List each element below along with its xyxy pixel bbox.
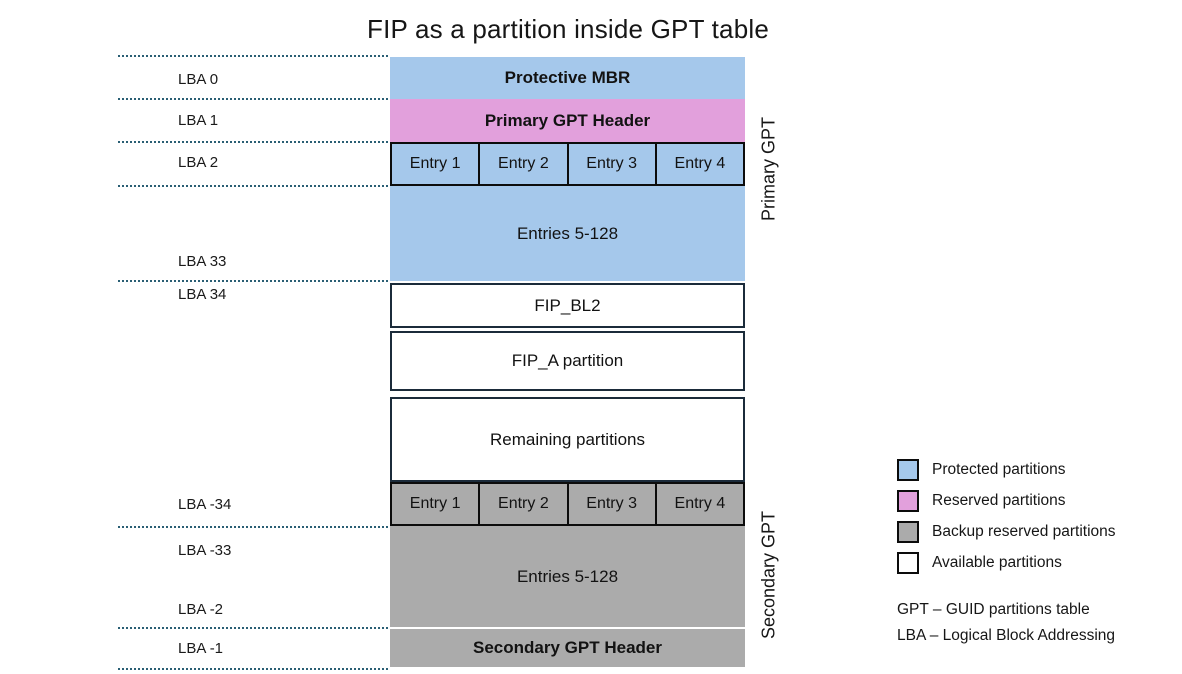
dotted-line-lba33-lba34 (118, 280, 388, 282)
dotted-line-lba0-top (118, 55, 388, 57)
legend-label: Available partitions (932, 554, 1062, 571)
legend-item-backup: Backup reserved partitions (897, 521, 1116, 543)
lba-label-neg33: LBA -33 (178, 542, 232, 559)
legend-item-reserved: Reserved partitions (897, 490, 1066, 512)
legend-swatch-available (897, 552, 919, 574)
block-secondary-gpt-header: Secondary GPT Header (390, 629, 745, 667)
block-primary-entries-5-128: Entries 5-128 (390, 186, 745, 281)
block-primary-gpt-header: Primary GPT Header (390, 99, 745, 142)
lba-label-0: LBA 0 (178, 71, 219, 88)
entry-cell: Entry 1 (390, 482, 481, 526)
dotted-line-lba-34-lba-33 (118, 526, 388, 528)
dotted-line-lba1-lba2 (118, 141, 388, 143)
entry-cell: Entry 3 (566, 482, 657, 526)
lba-label-33: LBA 33 (178, 253, 227, 270)
dotted-line-lba0-lba1 (118, 98, 388, 100)
block-fip-bl2: FIP_BL2 (390, 283, 745, 328)
entry-cell: Entry 4 (654, 482, 745, 526)
legend-label: Protected partitions (932, 461, 1066, 478)
block-protective-mbr: Protective MBR (390, 57, 745, 99)
legend-label: Backup reserved partitions (932, 523, 1116, 540)
legend-swatch-reserved (897, 490, 919, 512)
lba-label-neg1: LBA -1 (178, 640, 224, 657)
primary-gpt-side-label: Primary GPT (758, 117, 779, 222)
entry-cell: Entry 1 (390, 142, 481, 186)
secondary-entry-row: Entry 1 Entry 2 Entry 3 Entry 4 (390, 482, 745, 526)
primary-entry-row: Entry 1 Entry 2 Entry 3 Entry 4 (390, 142, 745, 186)
entry-cell: Entry 2 (478, 482, 569, 526)
note-gpt-abbreviation: GPT – GUID partitions table (897, 601, 1090, 618)
diagram-title: FIP as a partition inside GPT table (366, 14, 770, 44)
lba-label-34: LBA 34 (178, 286, 227, 303)
legend-label: Reserved partitions (932, 492, 1066, 509)
entry-cell: Entry 3 (566, 142, 657, 186)
note-lba-abbreviation: LBA – Logical Block Addressing (897, 627, 1115, 644)
lba-label-neg34: LBA -34 (178, 496, 232, 513)
secondary-gpt-side-label: Secondary GPT (758, 510, 779, 639)
dotted-line-lba2-entries (118, 185, 388, 187)
lba-label-2: LBA 2 (178, 154, 219, 171)
entry-cell: Entry 4 (654, 142, 745, 186)
lba-label-neg2: LBA -2 (178, 601, 224, 618)
block-secondary-entries-5-128: Entries 5-128 (390, 526, 745, 627)
legend-item-protected: Protected partitions (897, 459, 1066, 481)
entry-cell: Entry 2 (478, 142, 569, 186)
block-fip-a-partition: FIP_A partition (390, 331, 745, 391)
lba-label-1: LBA 1 (178, 112, 219, 129)
legend-swatch-protected (897, 459, 919, 481)
block-remaining-partitions: Remaining partitions (390, 397, 745, 482)
dotted-line-bottom (118, 668, 388, 670)
dotted-line-lba-2-lba-1 (118, 627, 388, 629)
legend-swatch-backup (897, 521, 919, 543)
legend-item-available: Available partitions (897, 552, 1062, 574)
